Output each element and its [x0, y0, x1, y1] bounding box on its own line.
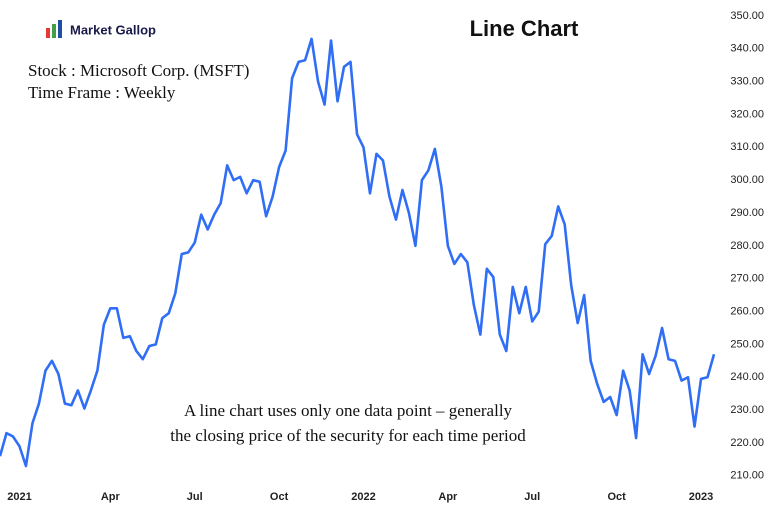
- y-tick-label: 250.00: [730, 338, 764, 350]
- annotation: Time Frame : Weekly: [28, 83, 176, 102]
- annotation: Stock : Microsoft Corp. (MSFT): [28, 61, 249, 80]
- chart-title: Line Chart: [470, 16, 579, 41]
- y-tick-label: 260.00: [730, 305, 764, 317]
- x-tick-label: Apr: [101, 491, 121, 503]
- y-tick-label: 320.00: [730, 108, 764, 120]
- annotation: the closing price of the security for ea…: [170, 426, 526, 445]
- y-tick-label: 280.00: [730, 240, 764, 252]
- annotation: A line chart uses only one data point – …: [184, 401, 513, 420]
- x-tick-label: Apr: [438, 491, 458, 503]
- x-tick-label: Jul: [524, 491, 540, 503]
- logo-icon: [58, 20, 62, 38]
- x-tick-label: 2023: [689, 491, 713, 503]
- price-line: [0, 37, 716, 468]
- y-tick-label: 330.00: [730, 75, 764, 87]
- y-tick-label: 310.00: [730, 141, 764, 153]
- x-tick-label: Jul: [187, 491, 203, 503]
- x-tick-label: 2021: [7, 491, 31, 503]
- y-tick-label: 210.00: [730, 470, 764, 482]
- logo: Market Gallop: [46, 20, 156, 38]
- logo-icon: [46, 28, 50, 38]
- y-tick-label: 240.00: [730, 371, 764, 383]
- y-tick-label: 350.00: [730, 10, 764, 22]
- x-tick-label: 2022: [351, 491, 375, 503]
- x-tick-label: Oct: [270, 491, 289, 503]
- y-tick-label: 230.00: [730, 404, 764, 416]
- logo-icon: [52, 24, 56, 38]
- y-tick-label: 290.00: [730, 207, 764, 219]
- y-tick-label: 220.00: [730, 437, 764, 449]
- y-tick-label: 340.00: [730, 43, 764, 55]
- y-tick-label: 270.00: [730, 273, 764, 285]
- brand: Market Gallop: [70, 22, 156, 37]
- x-tick-label: Oct: [607, 491, 626, 503]
- y-tick-label: 300.00: [730, 174, 764, 186]
